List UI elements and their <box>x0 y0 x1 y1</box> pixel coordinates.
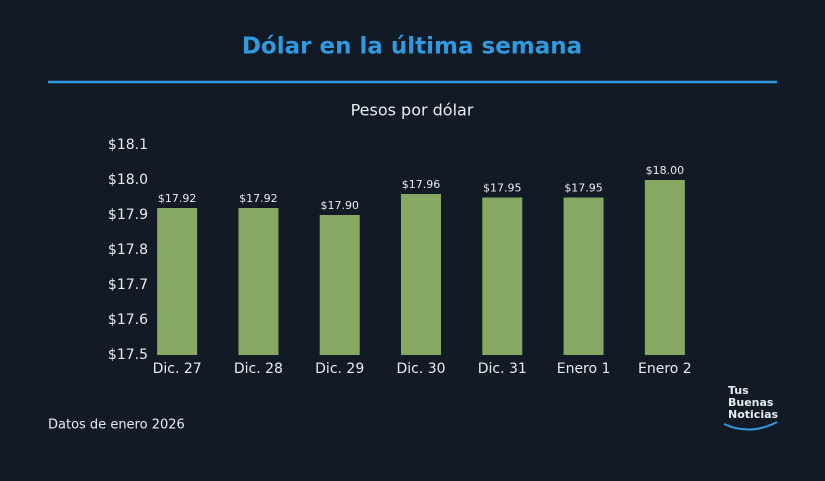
bar <box>238 208 279 355</box>
y-tick-label: $17.6 <box>108 312 148 328</box>
value-label: $17.96 <box>402 178 441 191</box>
value-label: $18.00 <box>646 164 685 177</box>
y-tick-label: $17.5 <box>108 347 148 363</box>
y-tick-label: $17.7 <box>108 277 148 293</box>
x-tick-label: Enero 1 <box>557 361 611 377</box>
x-tick-label: Dic. 31 <box>478 361 527 377</box>
logo-line: Buenas <box>728 396 774 409</box>
y-tick-label: $17.9 <box>108 207 148 223</box>
y-tick-label: $18.0 <box>108 172 148 188</box>
value-label: $17.95 <box>483 182 522 195</box>
x-tick-label: Dic. 28 <box>234 361 283 377</box>
logo-line: Noticias <box>728 408 779 421</box>
value-label: $17.95 <box>564 182 603 195</box>
footer-note: Datos de enero 2026 <box>48 418 185 433</box>
value-label: $17.92 <box>158 192 197 205</box>
x-tick-label: Dic. 30 <box>396 361 445 377</box>
bar <box>319 215 360 355</box>
value-label: $17.92 <box>239 192 278 205</box>
x-tick-label: Enero 2 <box>638 361 692 377</box>
bar <box>157 208 198 355</box>
bar <box>482 197 523 355</box>
logo-arc <box>723 421 778 431</box>
bar <box>644 180 685 355</box>
y-tick-label: $18.1 <box>108 137 148 153</box>
chart-title: Dólar en la última semana <box>242 34 582 60</box>
value-label: $17.90 <box>320 199 359 212</box>
x-tick-label: Dic. 27 <box>153 361 202 377</box>
bar <box>563 197 604 355</box>
bar <box>401 194 441 355</box>
chart-subtitle: Pesos por dólar <box>351 101 474 120</box>
logo-line: Tus <box>728 384 749 397</box>
y-tick-label: $17.8 <box>108 242 148 258</box>
x-tick-label: Dic. 29 <box>315 361 364 377</box>
